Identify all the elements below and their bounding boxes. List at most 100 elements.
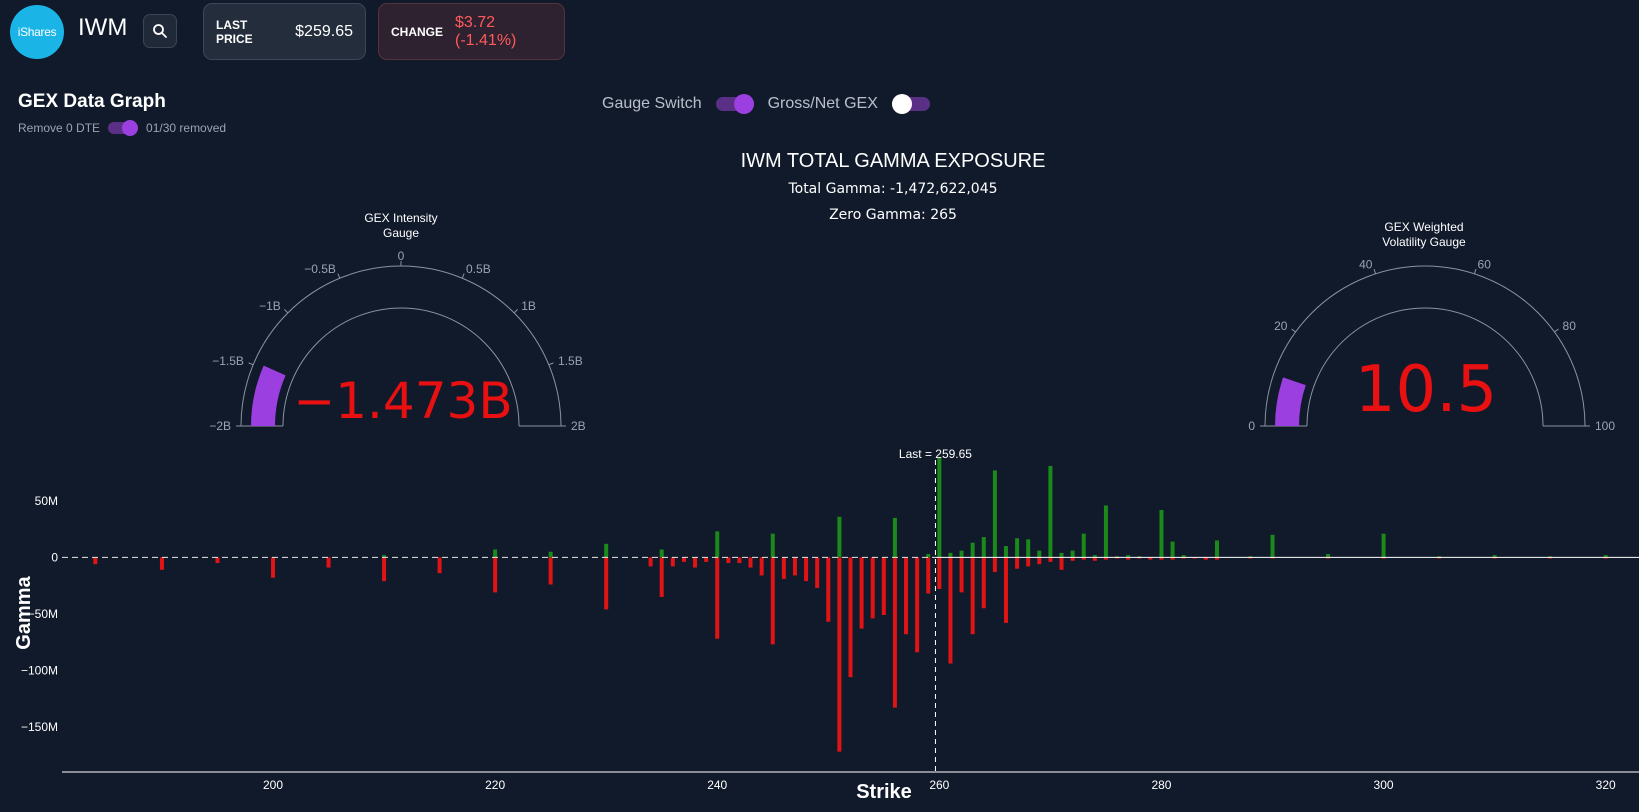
gamma-bar-positive [1081,533,1086,558]
gamma-bar-positive [1026,539,1031,558]
gamma-bar-negative [737,557,742,564]
gamma-bar-negative [726,557,731,564]
gamma-bar-negative [1326,557,1331,559]
gauge-outer-arc [1264,265,1586,427]
gamma-bar-negative [1148,557,1153,560]
gamma-bar-negative [759,557,764,576]
gamma-bar-negative [915,557,920,653]
search-icon [153,24,167,38]
gamma-bar-positive [493,549,498,558]
gauge1-value: −1.473B [293,372,512,430]
gamma-bar-positive [715,531,720,558]
gamma-bar-positive [770,533,775,558]
gamma-bar-negative [1092,557,1097,561]
gamma-bar-positive [604,543,609,558]
gamma-bar-positive [926,554,931,558]
gamma-bar-negative [748,557,753,568]
gauge-tick-label: −0.5B [304,262,336,276]
gauge-switch-row: Gauge Switch Gross/Net GEX [602,94,944,114]
gamma-bar-negative [1081,557,1086,560]
gamma-bar-negative [826,557,831,622]
gamma-bar-negative [859,557,864,629]
removed-status: 01/30 removed [146,121,227,135]
gauge-tick-label: 1.5B [558,354,583,368]
gamma-bar-negative [681,557,686,562]
gamma-bar-positive [1270,534,1275,558]
gauge-tick [1291,328,1296,333]
ticker-symbol: IWM [78,14,128,41]
gamma-bar-negative [215,557,220,564]
gauge-tick-label: −1.5B [212,354,244,368]
gamma-bar-negative [1203,557,1208,560]
change-label: CHANGE [391,24,444,39]
gauge-tick-label: 0.5B [466,262,491,276]
gamma-bar-negative [326,557,331,568]
gamma-bar-negative [493,557,498,593]
gamma-bar-positive [892,517,897,558]
gamma-bar-positive [937,458,942,558]
gamma-bar-positive [1137,556,1142,558]
gamma-bar-negative [1192,557,1197,559]
gamma-bar-positive [1092,555,1097,558]
gamma-bar-negative [693,557,698,568]
gauge-tick-label: 0 [1248,419,1255,433]
gauge-switch-label: Gauge Switch [602,95,702,112]
total-gamma-text: Total Gamma: -1,472,622,045 [787,181,997,197]
x-tick-label: 300 [1374,778,1394,792]
gross-net-toggle[interactable] [891,94,930,114]
y-axis-label: Gamma [13,575,35,649]
gamma-bar-negative [1159,557,1164,560]
gauge-tick-label: 1B [521,299,536,313]
gauge-tick-label: 100 [1595,419,1615,433]
last-price-value: $259.65 [295,22,353,40]
gamma-bar-positive [1059,552,1064,558]
gamma-bar-negative [926,557,931,594]
gamma-bar-negative [1492,557,1497,559]
gamma-bar-positive [1603,555,1608,558]
gauge-tick [1373,268,1377,274]
gamma-bar-negative [604,557,609,610]
gamma-bar-negative [959,557,964,593]
gauge1-title-line1: GEX Intensity [364,211,437,225]
gamma-bar-negative [382,557,387,582]
gamma-bar-negative [792,557,797,576]
gamma-bar-negative [904,557,909,635]
gamma-bar-negative [1381,557,1386,559]
gauge-tick-label: 2B [571,419,586,433]
gauge2-title-line1: GEX Weighted [1384,220,1463,234]
gauge-tick-label: 40 [1359,257,1373,271]
gauge-value-bar [1275,377,1306,426]
gamma-bar-negative [1015,557,1020,569]
search-button[interactable] [143,14,177,48]
gauge-tick [513,308,519,314]
gauge-switch-toggle[interactable] [715,94,754,114]
gamma-bar-negative [870,557,875,619]
gamma-bar-positive [1548,556,1553,558]
gamma-bar-positive [1381,533,1386,558]
gamma-bar-positive [382,555,387,558]
gamma-bar-negative [1115,557,1120,559]
gamma-bar-negative [1070,557,1075,561]
gamma-bar-positive [659,549,664,558]
gamma-bar-negative [1037,557,1042,565]
toggle-knob [122,120,139,136]
gamma-bar-negative [781,557,786,579]
remove-dte-toggle[interactable] [108,120,139,136]
x-axis-label: Strike [856,781,912,803]
x-tick-label: 280 [1151,778,1171,792]
gamma-bar-positive [1326,554,1331,558]
gamma-bar-negative [970,557,975,635]
gamma-bar-positive [1015,538,1020,558]
gamma-bar-positive [970,542,975,558]
gauge-tick [548,362,554,366]
y-tick-label: −50M [28,607,58,621]
gamma-bar-positive [959,550,964,558]
gamma-bar-negative [1437,557,1442,559]
last-price-label: Last = 259.65 [899,447,972,461]
gamma-bar-negative [815,557,820,588]
gamma-bar-negative [1003,557,1008,623]
ishares-logo[interactable]: iShares [10,5,64,59]
x-tick-label: 220 [485,778,505,792]
gamma-bar-negative [992,557,997,573]
gamma-bar-negative [948,557,953,664]
